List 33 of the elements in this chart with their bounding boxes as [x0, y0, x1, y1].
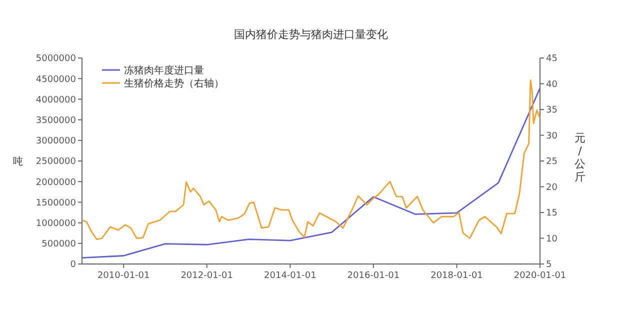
- y-tick-label: 2500000: [36, 157, 76, 168]
- y2-axis-title: 元/公斤: [574, 132, 586, 184]
- y-tick-label: 3500000: [36, 116, 76, 126]
- line-series: [82, 79, 541, 240]
- y-tick-label: 500000: [42, 240, 76, 250]
- x-tick-label: 2020-01-01: [514, 271, 566, 281]
- x-tick-label: 2018-01-01: [430, 271, 483, 281]
- y-axis-title: 吨: [13, 156, 23, 168]
- line-series: [81, 87, 541, 259]
- y-tick-label: 1500000: [36, 198, 76, 208]
- y-tick-label: 0: [70, 260, 76, 270]
- x-tick-label: 2010-01-01: [97, 271, 150, 281]
- y2-tick-label: 40: [546, 80, 558, 90]
- y2-tick-label: 20: [546, 182, 558, 193]
- y-tick-label: 4000000: [36, 95, 76, 106]
- y-tick-label: 1000000: [36, 218, 76, 229]
- x-tick-label: 2016-01-01: [347, 271, 400, 281]
- y2-tick-label: 25: [546, 157, 558, 168]
- y2-tick-label: 5: [546, 260, 552, 270]
- x-tick-label: 2014-01-01: [264, 271, 316, 281]
- y2-tick-label: 10: [546, 234, 558, 244]
- y2-tick-label: 35: [546, 106, 558, 116]
- y-tick-label: 4500000: [36, 74, 76, 85]
- y-tick-label: 5000000: [36, 54, 76, 64]
- legend-label: 冻猪肉年度进口量: [124, 64, 204, 76]
- y-tick-label: 3000000: [36, 136, 76, 147]
- y2-tick-label: 15: [546, 208, 558, 219]
- chart-title: 国内猪价走势与猪肉进口量变化: [234, 28, 388, 41]
- y2-tick-label: 45: [546, 54, 558, 64]
- y2-tick-label: 30: [546, 131, 558, 142]
- y-tick-label: 2000000: [36, 178, 76, 188]
- x-tick-label: 2012-01-01: [180, 271, 234, 281]
- legend-label: 生猪价格走势（右轴）: [124, 78, 224, 90]
